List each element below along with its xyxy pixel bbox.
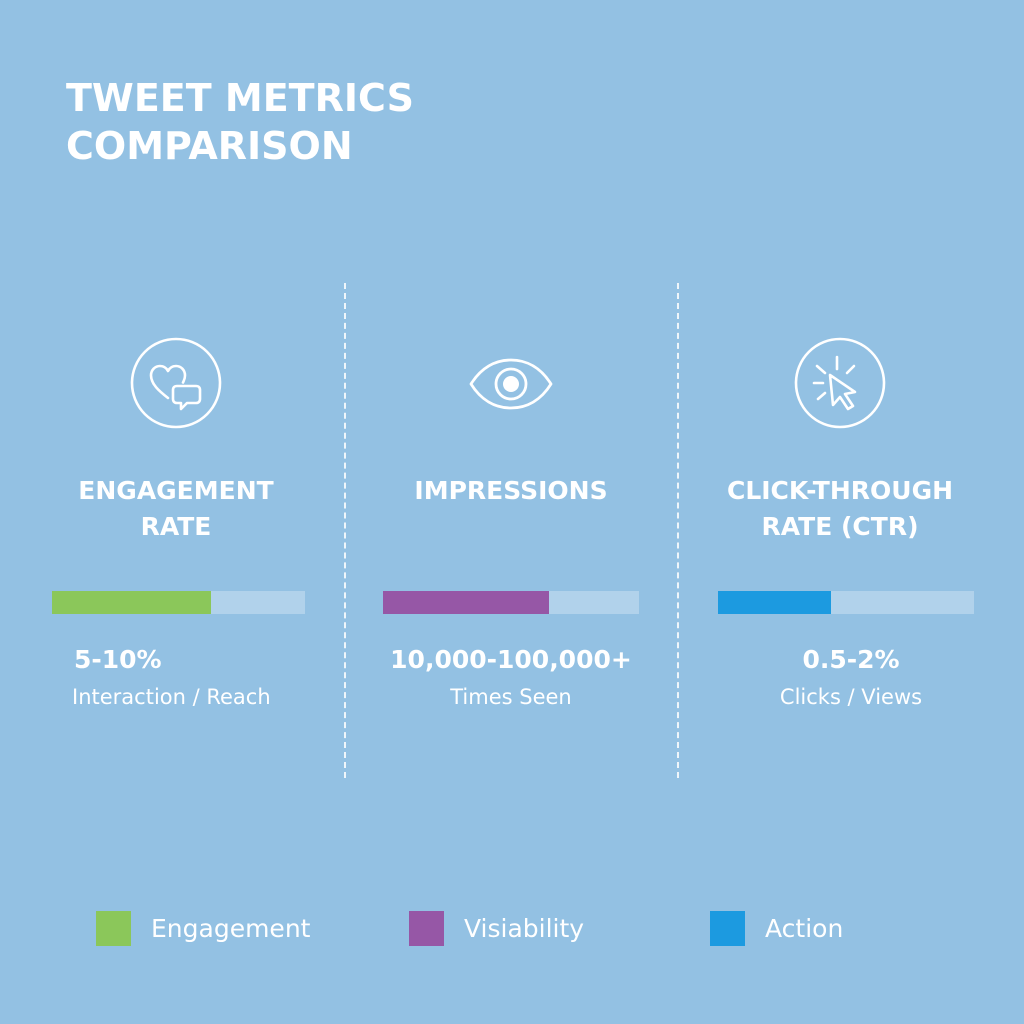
metric-value: 5-10%: [74, 645, 162, 674]
metric-name: CLICK-THROUGH RATE (CTR): [690, 473, 990, 545]
metric-name-line-1: ENGAGEMENT: [78, 476, 274, 505]
metric-name-line-1: CLICK-THROUGH: [726, 476, 954, 505]
metric-name: ENGAGEMENT RATE: [26, 473, 326, 545]
legend-swatch: [409, 910, 444, 946]
metric-bar-track: [383, 591, 639, 614]
metric-name: IMPRESSIONS: [361, 473, 661, 509]
metric-bar-fill: [52, 591, 212, 614]
legend-item-engagement: Engagement: [96, 910, 310, 946]
metric-name-line-2: RATE (CTR): [761, 512, 919, 541]
metric-name-line-1: IMPRESSIONS: [414, 476, 608, 505]
metric-bar-track: [718, 591, 974, 614]
metric-bar-fill: [383, 591, 550, 614]
eye-icon: [463, 335, 559, 431]
legend-item-action: Action: [710, 910, 843, 946]
page-title: TWEET METRICS COMPARISON: [66, 74, 414, 170]
cursor-click-icon: [792, 335, 888, 431]
legend-label: Visiability: [464, 913, 585, 943]
metric-name-line-2: RATE: [140, 512, 212, 541]
metric-value: 10,000-100,000+: [390, 645, 632, 674]
column-divider-1: [344, 283, 346, 778]
metric-description: Clicks / Views: [779, 685, 923, 709]
metric-description: Interaction / Reach: [72, 685, 271, 709]
legend-swatch: [96, 910, 131, 946]
page-title-line-2: COMPARISON: [66, 124, 353, 168]
legend-label: Engagement: [151, 913, 311, 943]
page-title-line-1: TWEET METRICS: [66, 76, 414, 120]
metric-bar-track: [52, 591, 305, 614]
metric-bar-fill: [718, 591, 831, 614]
metric-value: 0.5-2%: [802, 645, 900, 674]
metric-description: Times Seen: [450, 685, 572, 709]
column-divider-2: [677, 283, 679, 778]
legend-swatch: [710, 910, 745, 946]
legend-label: Action: [765, 913, 844, 943]
heart-chat-icon: [128, 335, 224, 431]
legend-item-visibility: Visiability: [409, 910, 584, 946]
